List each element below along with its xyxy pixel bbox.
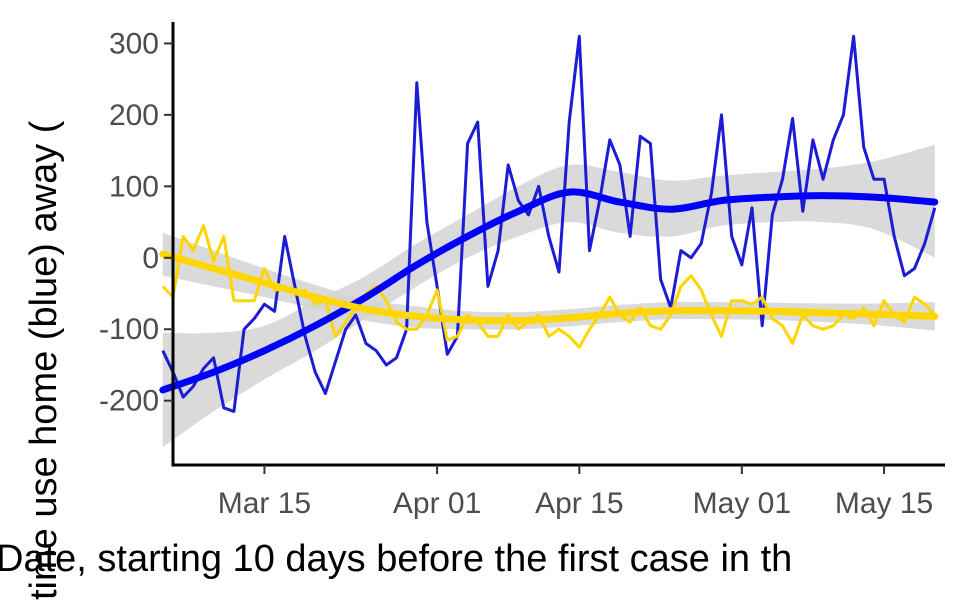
x-ticks: Mar 15 Apr 01 Apr 15 May 01 May 15 <box>218 465 933 520</box>
y-tick-label: 300 <box>109 27 159 60</box>
smooth-line-1 <box>159 188 939 394</box>
y-tick-label: -100 <box>99 313 159 346</box>
y-tick-label: 100 <box>109 170 159 203</box>
confidence-bands <box>162 144 935 448</box>
x-axis-title: Date, starting 10 days before the first … <box>0 538 792 580</box>
series-lines <box>159 34 939 413</box>
confidence-band-1 <box>162 144 935 448</box>
y-tick-label: 200 <box>109 99 159 132</box>
y-ticks: 300 200 100 0 -100 -200 <box>99 27 173 418</box>
y-axis-title: time use home (blue) away ( <box>23 120 65 600</box>
x-tick-label: May 15 <box>835 487 933 520</box>
x-tick-label: Apr 15 <box>535 487 623 520</box>
x-tick-label: Mar 15 <box>218 487 311 520</box>
y-tick-label: -200 <box>99 385 159 418</box>
y-tick-label: 0 <box>142 242 159 275</box>
x-tick-label: May 01 <box>693 487 791 520</box>
x-tick-label: Apr 01 <box>393 487 481 520</box>
axes <box>171 22 945 467</box>
raw-line-0 <box>161 34 937 413</box>
smooth-line-3 <box>159 250 939 325</box>
